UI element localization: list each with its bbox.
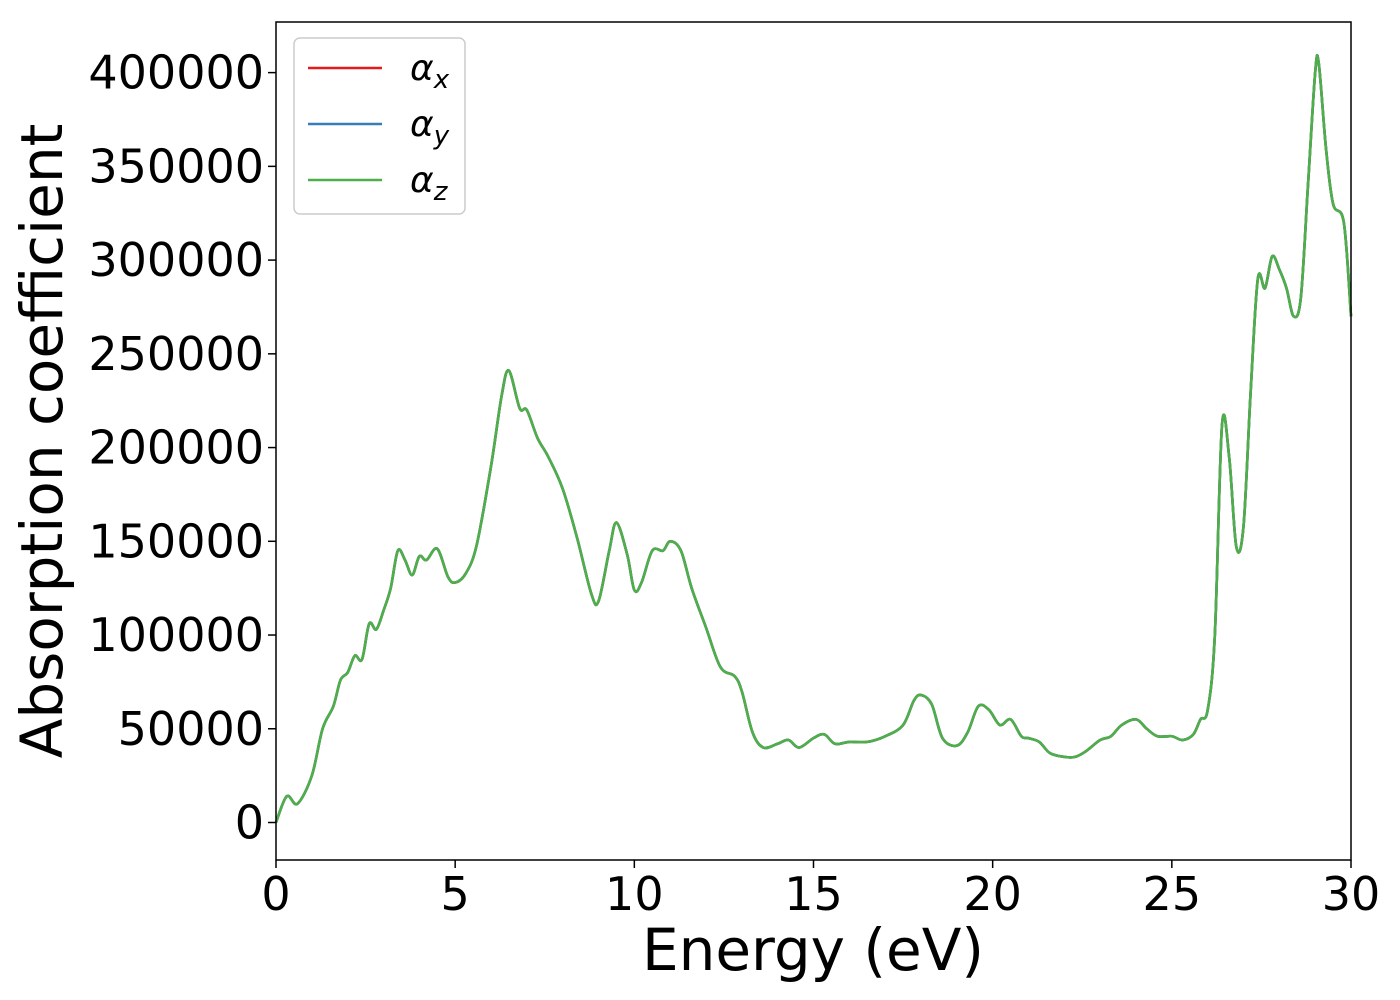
y-axis-title: Absorption coefficient [8,124,76,759]
x-axis-title: Energy (eV) [642,916,984,984]
y-tick-label: 50000 [118,702,264,756]
x-tick-label: 30 [1322,867,1381,921]
legend: αx αy αz [293,37,466,215]
y-tick-label: 400000 [88,46,264,100]
x-tick-label: 5 [441,867,470,921]
x-tick-label: 25 [1143,867,1202,921]
y-tick-label: 100000 [88,608,264,662]
x-tick-label: 20 [963,867,1022,921]
legend-label-z: αz [410,160,449,207]
series-layer [274,54,1353,824]
y-tick-label: 200000 [88,421,264,475]
y-tick-label: 0 [235,796,264,850]
y-tick-label: 250000 [88,327,264,381]
series-line-αz [274,54,1353,824]
x-tick-label: 15 [784,867,843,921]
legend-box [293,37,466,215]
x-tick-label: 0 [261,867,290,921]
y-tick-label: 150000 [88,514,264,568]
legend-label-x: αx [410,48,450,95]
legend-items: αx αy αz [308,48,450,207]
ticks-layer: 0 5 10 15 20 25 30 0 50000 100000 150000 200000 2500… [88,46,1380,921]
y-tick-label: 300000 [88,233,264,287]
x-tick-label: 10 [605,867,664,921]
legend-label-y: αy [410,104,450,151]
y-tick-label: 350000 [88,139,264,193]
